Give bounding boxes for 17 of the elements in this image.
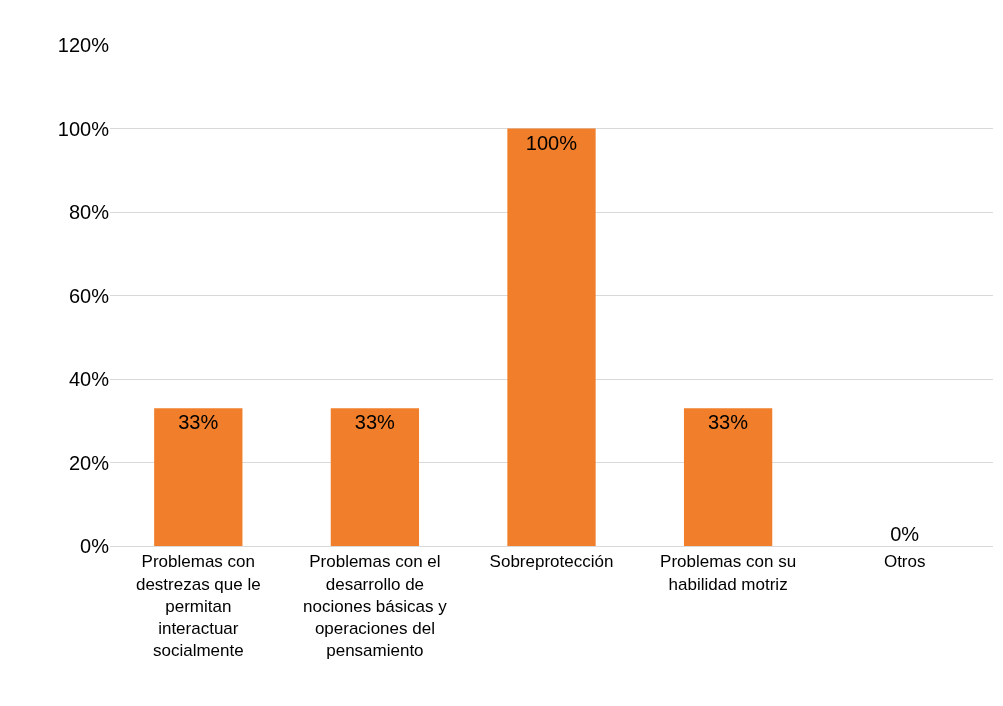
y-tick-label: 40%: [68, 368, 110, 390]
data-label: 0%: [890, 523, 920, 545]
y-tick-label: 120%: [57, 34, 110, 56]
data-label: 33%: [707, 411, 749, 434]
x-tick-label: Problemas con el desarrollo de nociones básicas y operaciones del pensamiento: [303, 552, 448, 660]
x-tick-label: Problemas con su habilidad motriz: [660, 552, 797, 594]
y-tick-label: 80%: [68, 201, 110, 223]
data-label: 33%: [178, 411, 219, 434]
data-label: 33%: [354, 411, 396, 434]
x-tick-label: Problemas con destrezas que le permitan interactuar socialmente: [135, 552, 261, 660]
y-tick-label: 0%: [80, 535, 110, 557]
data-label: 100%: [525, 131, 578, 154]
x-tick-label: Sobreprotección: [489, 552, 614, 572]
y-tick-label: 100%: [57, 117, 110, 140]
y-tick-label: 20%: [68, 451, 110, 474]
y-tick-label: 60%: [68, 284, 110, 307]
x-tick-label: Otros: [883, 552, 926, 572]
